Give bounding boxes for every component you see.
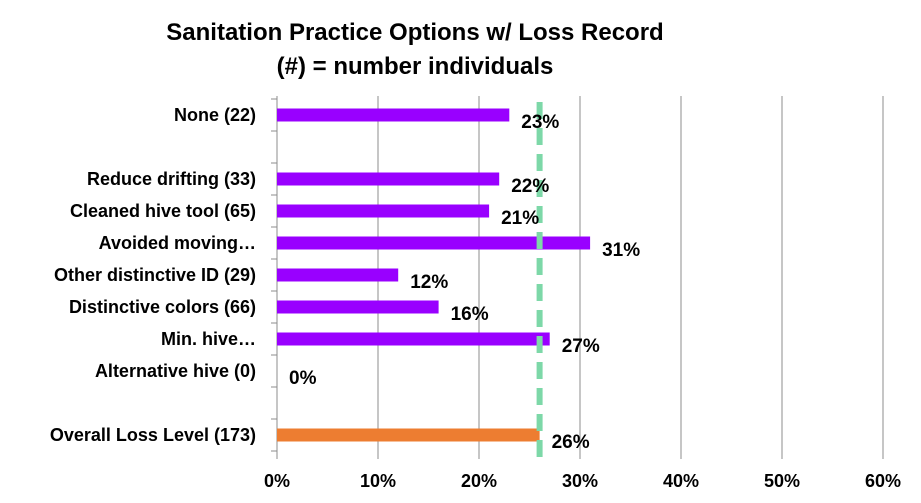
x-tick-label: 60% xyxy=(865,471,901,491)
data-label: 22% xyxy=(511,176,549,197)
data-label: 31% xyxy=(602,240,640,261)
x-tick-label: 40% xyxy=(663,471,699,491)
x-tick-label: 50% xyxy=(764,471,800,491)
chart-title: Sanitation Practice Options w/ Loss Reco… xyxy=(166,19,664,46)
x-tick-label: 0% xyxy=(264,471,290,491)
category-label: None (22) xyxy=(174,105,256,125)
chart-title-block: Sanitation Practice Options w/ Loss Reco… xyxy=(0,16,830,84)
category-label: Min. hive… xyxy=(161,329,256,349)
category-label: Overall Loss Level (173) xyxy=(50,425,256,445)
x-tick-label: 30% xyxy=(562,471,598,491)
category-label: Reduce drifting (33) xyxy=(87,169,256,189)
category-label: Other distinctive ID (29) xyxy=(54,265,256,285)
bar xyxy=(277,236,591,250)
bar xyxy=(277,332,550,346)
bar xyxy=(277,172,500,186)
data-label: 21% xyxy=(501,208,539,229)
bar xyxy=(277,268,399,282)
chart-subtitle: (#) = number individuals xyxy=(276,53,554,80)
category-label: Alternative hive (0) xyxy=(95,361,256,381)
category-label: Cleaned hive tool (65) xyxy=(70,201,256,221)
data-label: 26% xyxy=(552,432,590,453)
bar xyxy=(277,108,510,122)
data-label: 0% xyxy=(289,368,317,389)
bars xyxy=(277,108,591,442)
category-label: Avoided moving… xyxy=(99,233,256,253)
bar xyxy=(277,300,439,314)
bar xyxy=(277,428,540,442)
bar xyxy=(277,204,490,218)
data-label: 23% xyxy=(521,112,559,133)
x-tick-label: 20% xyxy=(461,471,497,491)
category-label: Distinctive colors (66) xyxy=(69,297,256,317)
labels: 0% 10% 20% 30% 40% 50% 60% None (22) 23% Reduce d… xyxy=(50,105,901,491)
data-label: 27% xyxy=(562,336,600,357)
data-label: 16% xyxy=(451,304,489,325)
data-label: 12% xyxy=(410,272,448,293)
x-tick-label: 10% xyxy=(360,471,396,491)
